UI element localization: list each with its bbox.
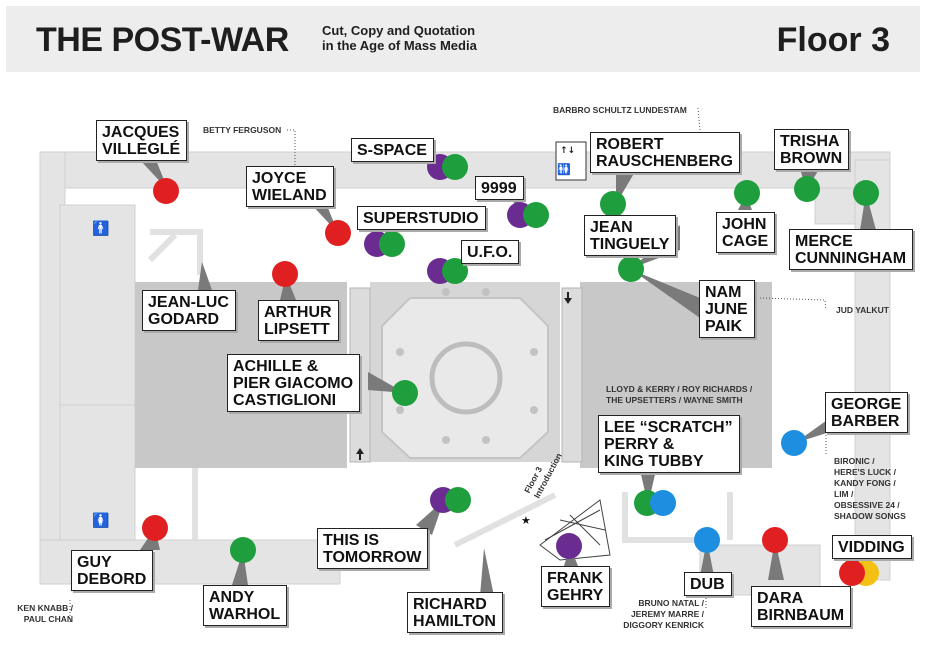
gehry-structure: [539, 499, 611, 561]
dot-merce: [853, 180, 879, 206]
label-s-space[interactable]: S-SPACE: [351, 138, 434, 162]
intro-star-icon: ★: [521, 515, 531, 527]
dot-rauschenberg: [600, 191, 626, 217]
label-trisha-brown[interactable]: TRISHA BROWN: [774, 129, 850, 170]
note-lloyd-kerry: LLOYD & KERRY / ROY RICHARDS / THE UPSET…: [606, 384, 753, 405]
exhibition-title: THE POST-WAR: [36, 21, 289, 59]
toilets-icon: 🚻: [557, 163, 571, 176]
dot-villegle: [153, 178, 179, 204]
atrium-columns: [396, 288, 538, 444]
dot-9999-b: [523, 202, 549, 228]
dot-barber: [781, 430, 807, 456]
dot-debord: [142, 515, 168, 541]
person-icon: 🚹: [92, 220, 109, 237]
label-this-is-tomorrow[interactable]: THIS IS TOMORROW: [317, 528, 429, 569]
label-frank-gehry[interactable]: FRANK GEHRY: [541, 566, 611, 607]
note-ken-knabb: KEN KNABB / PAUL CHAN: [17, 603, 73, 624]
dot-sspace-b: [442, 154, 468, 180]
label-jean-tinguely[interactable]: JEAN TINGUELY: [584, 215, 677, 256]
dot-dub: [694, 527, 720, 553]
note-bruno-natal: BRUNO NATAL / JEREMY MARRE / DIGGORY KEN…: [623, 598, 704, 630]
exhibition-subtitle: Cut, Copy and Quotation in the Age of Ma…: [322, 23, 477, 53]
dot-perry-b: [650, 490, 676, 516]
label-robert-rauschenberg[interactable]: ROBERT RAUSCHENBERG: [590, 132, 740, 173]
label-john-cage[interactable]: JOHN CAGE: [716, 212, 776, 253]
label-merce-cunningham[interactable]: MERCE CUNNINGHAM: [789, 229, 914, 270]
label-guy-debord[interactable]: GUY DEBORD: [71, 550, 154, 591]
dot-cage: [734, 180, 760, 206]
artist-dots: [142, 154, 879, 586]
atrium-octagon: [381, 297, 549, 459]
leader-lines: [69, 107, 827, 622]
label-superstudio[interactable]: SUPERSTUDIO: [357, 206, 486, 230]
label-richard-hamilton[interactable]: RICHARD HAMILTON: [407, 592, 503, 633]
dot-superstudio-b: [379, 231, 405, 257]
label-jean-luc-godard[interactable]: JEAN-LUC GODARD: [142, 290, 236, 331]
note-barbro-lundestam: BARBRO SCHULTZ LUNDESTAM: [553, 105, 687, 115]
note-jud-yalkut: JUD YALKUT: [836, 305, 889, 315]
dot-wieland: [325, 220, 351, 246]
lift-area: [555, 141, 587, 181]
label-castiglioni[interactable]: ACHILLE & PIER GIACOMO CASTIGLIONI: [227, 354, 361, 412]
dot-trisha: [794, 176, 820, 202]
note-betty-ferguson: BETTY FERGUSON: [203, 125, 282, 135]
label-george-barber[interactable]: GEORGE BARBER: [825, 392, 909, 433]
label-arthur-lipsett[interactable]: ARTHUR LIPSETT: [258, 300, 339, 341]
dot-tinguely: [618, 256, 644, 282]
dot-lipsett: [272, 261, 298, 287]
label-ufo[interactable]: U.F.O.: [461, 240, 520, 264]
partitions: [147, 229, 733, 548]
label-vidding[interactable]: VIDDING: [832, 535, 912, 559]
dot-castiglioni: [392, 380, 418, 406]
note-bironic: BIRONIC / HERE'S LUCK / KANDY FONG / LIM…: [834, 456, 906, 521]
atrium-circle: [429, 341, 503, 415]
dot-birnbaum: [762, 527, 788, 553]
dot-warhol: [230, 537, 256, 563]
dot-vidding-b: [839, 560, 865, 586]
escalator-right: [561, 287, 583, 463]
label-9999[interactable]: 9999: [475, 176, 524, 200]
person-icon-2: 🚺: [92, 512, 109, 529]
label-dub[interactable]: DUB: [684, 572, 732, 596]
header-bar: THE POST-WAR Cut, Copy and Quotation in …: [6, 6, 920, 72]
label-joyce-wieland[interactable]: JOYCE WIELAND: [246, 166, 334, 207]
floor-indicator: Floor 3: [776, 21, 890, 59]
label-nam-june-paik[interactable]: NAM JUNE PAIK: [699, 280, 755, 338]
label-dara-birnbaum[interactable]: DARA BIRNBAUM: [751, 586, 852, 627]
label-lee-scratch-perry[interactable]: LEE “SCRATCH” PERRY & KING TUBBY: [598, 415, 740, 473]
label-andy-warhol[interactable]: ANDY WARHOL: [203, 585, 288, 626]
escalator-arrow-icon: [356, 292, 572, 460]
lift-icon: ↑↓: [560, 146, 575, 156]
label-jacques-villegle[interactable]: JACQUES VILLEGLÉ: [96, 120, 188, 161]
dot-tomorrow-b: [445, 487, 471, 513]
dot-ufo-b: [442, 258, 468, 284]
dot-gehry: [556, 533, 582, 559]
